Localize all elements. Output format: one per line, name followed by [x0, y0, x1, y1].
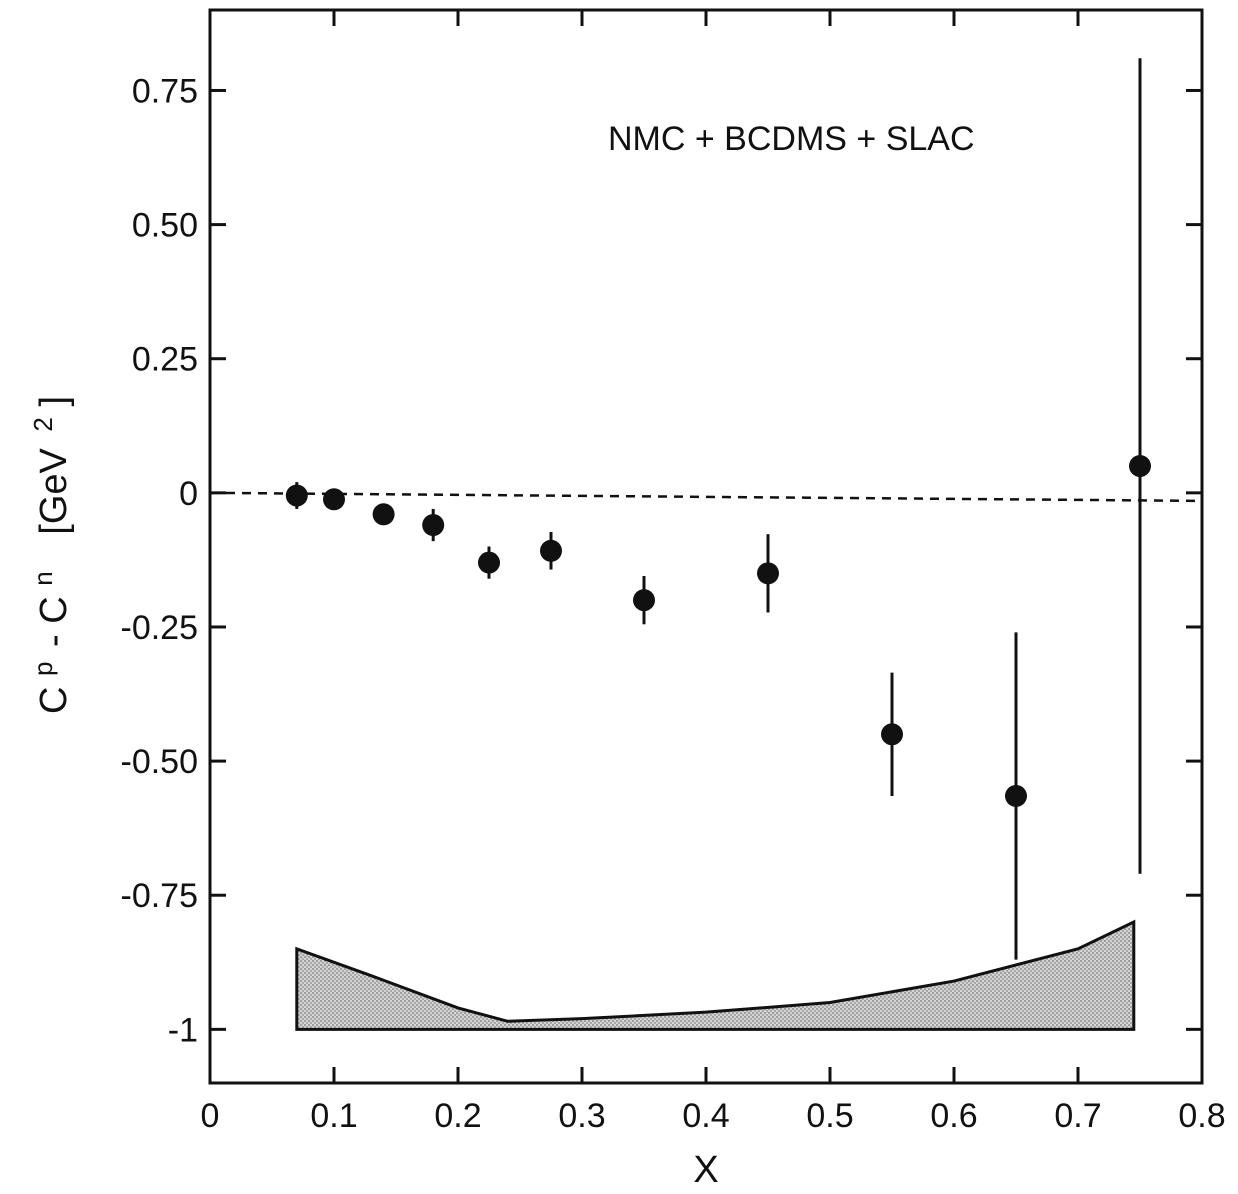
error-bar-layer	[295, 58, 1142, 960]
data-point-4	[478, 551, 500, 574]
y-ticks: 0.75 0.50 0.25 0 -0.25 -0.50 -0.75 -1	[121, 72, 1202, 1049]
y-tick-label-2: 0.25	[132, 341, 198, 379]
x-tick-label-5: 0.5	[806, 1097, 853, 1135]
y-tick-label-1: 0.50	[132, 207, 198, 245]
zero-reference-line	[209, 491, 1203, 503]
x-tick-label-1: 0.1	[310, 1097, 357, 1135]
systematic-error-band	[295, 919, 1136, 1031]
y-tick-label-6: -0.75	[121, 877, 199, 915]
x-tick-label-0: 0	[201, 1097, 220, 1135]
y-tick-label-0: 0.75	[132, 72, 198, 110]
x-tick-label-8: 0.8	[1178, 1097, 1225, 1135]
data-point-8	[881, 723, 903, 746]
y-tick-label-5: -0.50	[121, 743, 199, 781]
x-tick-label-3: 0.3	[558, 1097, 605, 1135]
y-axis-title-minus-c: - C	[33, 596, 75, 647]
y-tick-label-4: -0.25	[121, 609, 199, 647]
data-point-7	[757, 562, 779, 585]
data-point-1	[323, 488, 345, 511]
y-axis-title-unit-superscript: 2	[28, 417, 58, 431]
y-axis-title-superscript-p: p	[28, 662, 58, 676]
x-tick-label-6: 0.6	[930, 1097, 977, 1135]
data-point-10	[1129, 455, 1151, 478]
x-ticks: 0 0.1 0.2 0.3 0.4 0.5 0.6 0.7 0.8	[201, 10, 1226, 1135]
y-axis-title-unit: [GeV	[33, 447, 75, 534]
y-axis-title-superscript-n: n	[28, 571, 58, 585]
data-point-0	[285, 484, 308, 507]
y-axis-title-unit-close: ]	[33, 396, 75, 407]
x-axis-title: X	[693, 1149, 718, 1191]
y-axis-title-base-c: C	[33, 687, 75, 714]
data-point-layer	[285, 455, 1151, 807]
dataset-annotation: NMC + BCDMS + SLAC	[608, 120, 975, 158]
plot-frame	[208, 8, 1204, 1085]
x-tick-label-2: 0.2	[434, 1097, 481, 1135]
reference-line-layer	[209, 491, 1203, 503]
systematic-band-layer	[295, 919, 1136, 1031]
y-axis-title: C p - C n [GeV 2 ]	[19, 396, 75, 714]
x-tick-label-7: 0.7	[1054, 1097, 1101, 1135]
y-tick-label-7: -1	[168, 1011, 198, 1049]
data-point-9	[1005, 784, 1027, 807]
data-point-2	[372, 503, 395, 526]
data-point-5	[540, 539, 562, 562]
x-tick-label-4: 0.4	[682, 1097, 729, 1135]
y-tick-label-3: 0	[179, 475, 198, 513]
data-point-3	[422, 514, 445, 537]
data-point-6	[633, 589, 655, 612]
